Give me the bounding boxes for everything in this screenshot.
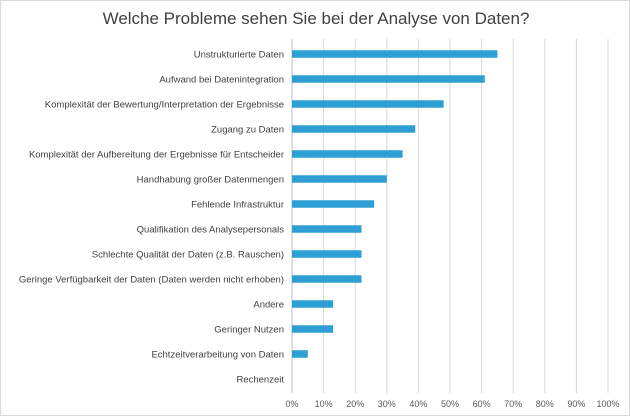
category-label: Schlechte Qualität der Daten (z.B. Rausc… [92,250,284,261]
category-label: Unstrukturierte Daten [194,50,284,61]
bar [292,150,403,158]
x-tick-label: 20% [346,399,364,409]
bar [292,275,362,283]
x-tick-label: 60% [473,399,491,409]
category-label: Qualifikation des Analysepersonals [137,225,285,236]
x-tick-label: 40% [409,399,427,409]
chart-title: Welche Probleme sehen Sie bei der Analys… [102,9,530,28]
category-label: Echtzeitverarbeitung von Daten [151,350,284,361]
bar [292,350,308,358]
bar [292,200,375,208]
bar [292,75,485,83]
category-label: Andere [253,300,284,311]
x-tick-label: 10% [315,399,333,409]
x-tick-label: 100% [596,399,619,409]
x-tick-label: 70% [504,399,522,409]
category-label: Aufwand bei Datenintegration [159,75,284,86]
category-label: Zugang zu Daten [211,125,284,136]
bar [292,325,334,333]
bar [292,250,362,258]
x-tick-label: 80% [536,399,554,409]
x-tick-label: 50% [441,399,459,409]
x-tick-label: 90% [567,399,585,409]
bar [292,125,416,133]
category-label: Geringer Nutzen [214,325,284,336]
category-label: Geringe Verfügbarkeit der Daten (Daten w… [19,275,284,286]
bar [292,300,334,308]
category-label: Komplexität der Aufbereitung der Ergebni… [29,150,284,161]
x-tick-label: 0% [285,399,298,409]
category-label: Komplexität der Bewertung/Interpretation… [45,100,284,111]
bar [292,100,444,108]
category-label: Handhabung großer Datenmengen [137,175,284,186]
category-label: Fehlende Infrastruktur [191,200,284,211]
category-label: Rechenzeit [236,375,284,386]
x-tick-label: 30% [378,399,396,409]
bar [292,175,387,183]
bar [292,225,362,233]
bar [292,50,498,58]
